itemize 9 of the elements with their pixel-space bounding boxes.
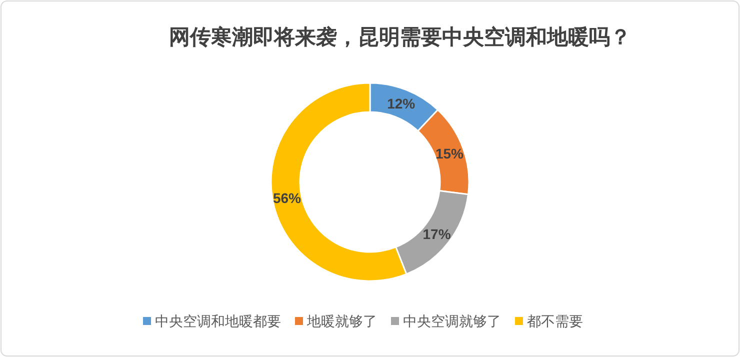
data-label: 56% <box>272 190 302 206</box>
chart-title: 网传寒潮即将来袭，昆明需要中央空调和地暖吗？ <box>169 25 631 49</box>
legend-label: 中央空调和地暖都要 <box>155 313 281 329</box>
data-label: 17% <box>422 226 452 242</box>
legend-label: 地暖就够了 <box>306 313 377 329</box>
data-label: 15% <box>435 145 464 162</box>
data-label: 12% <box>387 95 416 112</box>
legend-label: 中央空调就够了 <box>403 313 501 329</box>
legend-label: 都不需要 <box>527 313 583 329</box>
